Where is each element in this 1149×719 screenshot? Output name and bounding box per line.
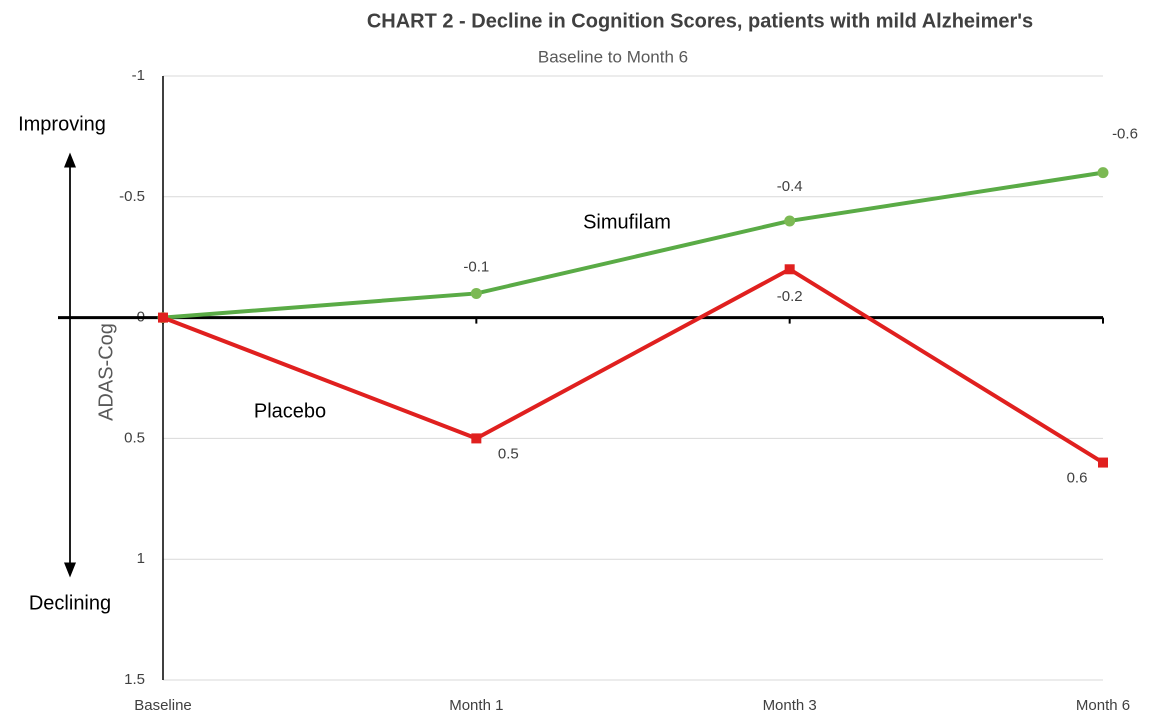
chart-title: CHART 2 - Decline in Cognition Scores, p… [367, 10, 1033, 32]
x-tick-label: Month 3 [763, 697, 817, 714]
marker [470, 287, 482, 299]
marker [1097, 167, 1109, 179]
marker [1098, 457, 1108, 468]
y-tick-label: 0.5 [124, 429, 145, 446]
annotation: Improving [18, 113, 106, 135]
data-label: -0.6 [1112, 126, 1138, 143]
data-label: 0.5 [498, 445, 519, 462]
marker [784, 215, 796, 227]
y-tick-label: 1.5 [124, 671, 145, 688]
chart-subtitle: Baseline to Month 6 [538, 47, 688, 66]
series-label: Simufilam [583, 211, 671, 233]
marker [471, 433, 482, 444]
y-tick-label: 1 [137, 550, 145, 567]
y-axis-label: ADAS-Cog [95, 323, 117, 421]
data-label: -0.1 [463, 258, 489, 275]
series-line [162, 266, 1105, 465]
series-label: Placebo [254, 400, 326, 422]
x-tick-label: Baseline [134, 697, 192, 714]
y-tick-label: -1 [132, 67, 145, 84]
annotation: Declining [29, 592, 111, 614]
y-tick-label: -0.5 [119, 188, 145, 205]
x-tick-label: Month 1 [449, 697, 503, 714]
marker [158, 312, 168, 323]
data-label: -0.4 [777, 178, 803, 195]
data-label: -0.2 [777, 288, 803, 305]
data-label: 0.6 [1067, 470, 1088, 487]
marker [784, 264, 795, 275]
x-tick-label: Month 6 [1076, 697, 1130, 714]
series-line [162, 170, 1104, 320]
